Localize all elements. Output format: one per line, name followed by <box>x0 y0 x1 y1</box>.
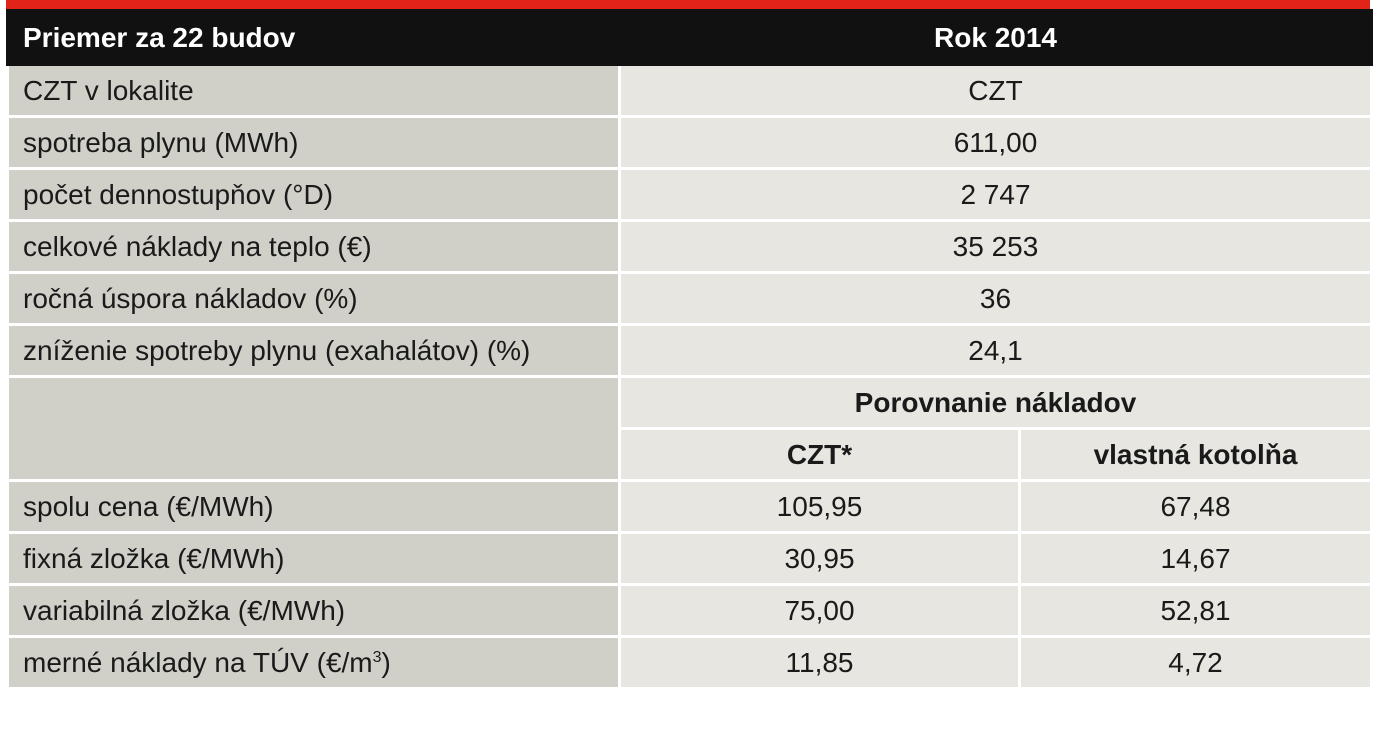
table-row: fixná zložka (€/MWh) 30,95 14,67 <box>6 531 1373 586</box>
czt-value: 75,00 <box>618 583 1021 638</box>
own-boiler-value: 4,72 <box>1018 635 1373 690</box>
row-label-end: ) <box>381 646 391 678</box>
table-header-row: Priemer za 22 budov Rok 2014 <box>6 9 1373 66</box>
row-label: fixná zložka (€/MWh) <box>6 531 621 586</box>
table-row: spolu cena (€/MWh) 105,95 67,48 <box>6 479 1373 534</box>
row-label: ročná úspora nákladov (%) <box>6 271 621 326</box>
table-row: variabilná zložka (€/MWh) 75,00 52,81 <box>6 583 1373 638</box>
own-boiler-value: 52,81 <box>1018 583 1373 638</box>
czt-value: 105,95 <box>618 479 1021 534</box>
table-row: počet dennostupňov (°D) 2 747 <box>6 167 1373 222</box>
table-row: merné náklady na TÚV (€/m3) 11,85 4,72 <box>6 635 1373 690</box>
row-label: variabilná zložka (€/MWh) <box>6 583 621 638</box>
row-label: počet dennostupňov (°D) <box>6 167 621 222</box>
comparison-subheader-row: CZT* vlastná kotolňa <box>8 427 1373 482</box>
superscript-exponent: 3 <box>372 648 382 666</box>
table-row: CZT v lokalite CZT <box>6 63 1373 118</box>
czt-value: 30,95 <box>618 531 1021 586</box>
own-boiler-value: 67,48 <box>1018 479 1373 534</box>
row-label: celkové náklady na teplo (€) <box>6 219 621 274</box>
row-label: merné náklady na TÚV (€/m3) <box>6 635 621 690</box>
header-left: Priemer za 22 budov <box>6 9 621 66</box>
table-row: zníženie spotreby plynu (exahalátov) (%)… <box>6 323 1373 378</box>
row-label-main: merné náklady na TÚV (€/m <box>23 646 373 678</box>
table-row: spotreba plynu (MWh) 611,00 <box>6 115 1373 170</box>
row-value: 611,00 <box>618 115 1373 170</box>
cost-comparison-table: Priemer za 22 budov Rok 2014 CZT v lokal… <box>6 9 1373 690</box>
czt-value: 11,85 <box>618 635 1021 690</box>
comparison-title: Porovnanie nákladov <box>618 375 1373 430</box>
row-label: spotreba plynu (MWh) <box>6 115 621 170</box>
row-value: 36 <box>618 271 1373 326</box>
comparison-title-row: Porovnanie nákladov <box>6 375 1373 482</box>
row-value: 35 253 <box>618 219 1373 274</box>
empty-label-cell <box>6 375 621 482</box>
row-value: 24,1 <box>618 323 1373 378</box>
row-value: CZT <box>618 63 1373 118</box>
row-label: CZT v lokalite <box>6 63 621 118</box>
row-label: spolu cena (€/MWh) <box>6 479 621 534</box>
row-value: 2 747 <box>618 167 1373 222</box>
row-label: zníženie spotreby plynu (exahalátov) (%) <box>6 323 621 378</box>
table-row: ročná úspora nákladov (%) 36 <box>6 271 1373 326</box>
col-header-czt: CZT* <box>618 427 1021 482</box>
table-row: celkové náklady na teplo (€) 35 253 <box>6 219 1373 274</box>
header-year: Rok 2014 <box>618 9 1373 66</box>
red-accent-bar <box>6 0 1370 9</box>
own-boiler-value: 14,67 <box>1018 531 1373 586</box>
col-header-own-boiler: vlastná kotolňa <box>1018 427 1373 482</box>
